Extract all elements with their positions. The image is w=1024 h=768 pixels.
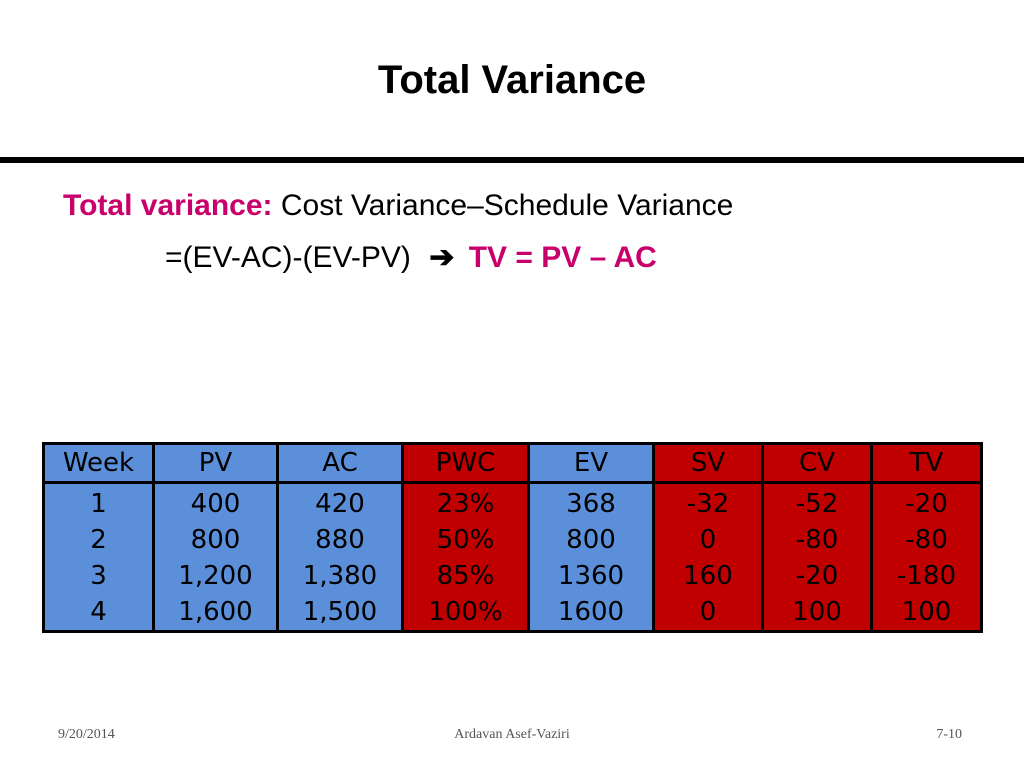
table-row: 3 1,200 1,380 85% 1360 160 -20 -180	[42, 558, 983, 594]
cell-ev: 800	[527, 522, 655, 558]
result-formula: TV = PV – AC	[468, 241, 657, 274]
header-ev: EV	[527, 442, 655, 484]
cell-week: 2	[42, 522, 155, 558]
cell-pwc: 100%	[401, 594, 530, 633]
cell-tv: -20	[870, 482, 983, 522]
header-ac: AC	[276, 442, 404, 484]
cell-ac: 1,500	[276, 594, 404, 633]
cell-week: 4	[42, 594, 155, 633]
table-header-row: Week PV AC PWC EV SV CV TV	[42, 442, 983, 484]
cell-week: 3	[42, 558, 155, 594]
slide-title: Total Variance	[377, 58, 647, 102]
formula-text: =(EV-AC)-(EV-PV)	[165, 241, 411, 274]
table-row: 2 800 880 50% 800 0 -80 -80	[42, 522, 983, 558]
variance-table: Week PV AC PWC EV SV CV TV 1 400 420 23%…	[42, 442, 983, 633]
cell-sv: 0	[652, 522, 764, 558]
cell-pwc: 50%	[401, 522, 530, 558]
formula-line: =(EV-AC)-(EV-PV) ➔ TV = PV – AC	[165, 240, 657, 275]
cell-tv: -80	[870, 522, 983, 558]
cell-pv: 1,600	[152, 594, 279, 633]
cell-pv: 800	[152, 522, 279, 558]
cell-ac: 420	[276, 482, 404, 522]
cell-week: 1	[42, 482, 155, 522]
cell-cv: -80	[761, 522, 873, 558]
definition-label: Total variance:	[63, 189, 273, 222]
header-sv: SV	[652, 442, 764, 484]
header-tv: TV	[870, 442, 983, 484]
cell-cv: -20	[761, 558, 873, 594]
cell-cv: 100	[761, 594, 873, 633]
header-pv: PV	[152, 442, 279, 484]
cell-sv: -32	[652, 482, 764, 522]
cell-pwc: 23%	[401, 482, 530, 522]
footer-page-number: 7-10	[936, 727, 962, 742]
cell-sv: 0	[652, 594, 764, 633]
definition-text: Cost Variance–Schedule Variance	[280, 189, 734, 222]
table-row: 1 400 420 23% 368 -32 -52 -20	[42, 482, 983, 522]
cell-tv: 100	[870, 594, 983, 633]
header-cv: CV	[761, 442, 873, 484]
header-pwc: PWC	[401, 442, 530, 484]
footer-date: 9/20/2014	[58, 727, 115, 742]
cell-pv: 400	[152, 482, 279, 522]
cell-pwc: 85%	[401, 558, 530, 594]
title-divider	[0, 157, 1024, 163]
header-week: Week	[42, 442, 155, 484]
cell-sv: 160	[652, 558, 764, 594]
cell-ev: 368	[527, 482, 655, 522]
cell-ac: 1,380	[276, 558, 404, 594]
cell-pv: 1,200	[152, 558, 279, 594]
definition-line: Total variance: Cost Variance–Schedule V…	[63, 189, 733, 223]
cell-ac: 880	[276, 522, 404, 558]
cell-tv: -180	[870, 558, 983, 594]
cell-cv: -52	[761, 482, 873, 522]
cell-ev: 1360	[527, 558, 655, 594]
right-arrow-icon: ➔	[429, 241, 455, 274]
table-row: 4 1,600 1,500 100% 1600 0 100 100	[42, 594, 983, 633]
cell-ev: 1600	[527, 594, 655, 633]
footer-author: Ardavan Asef-Vaziri	[454, 727, 570, 742]
